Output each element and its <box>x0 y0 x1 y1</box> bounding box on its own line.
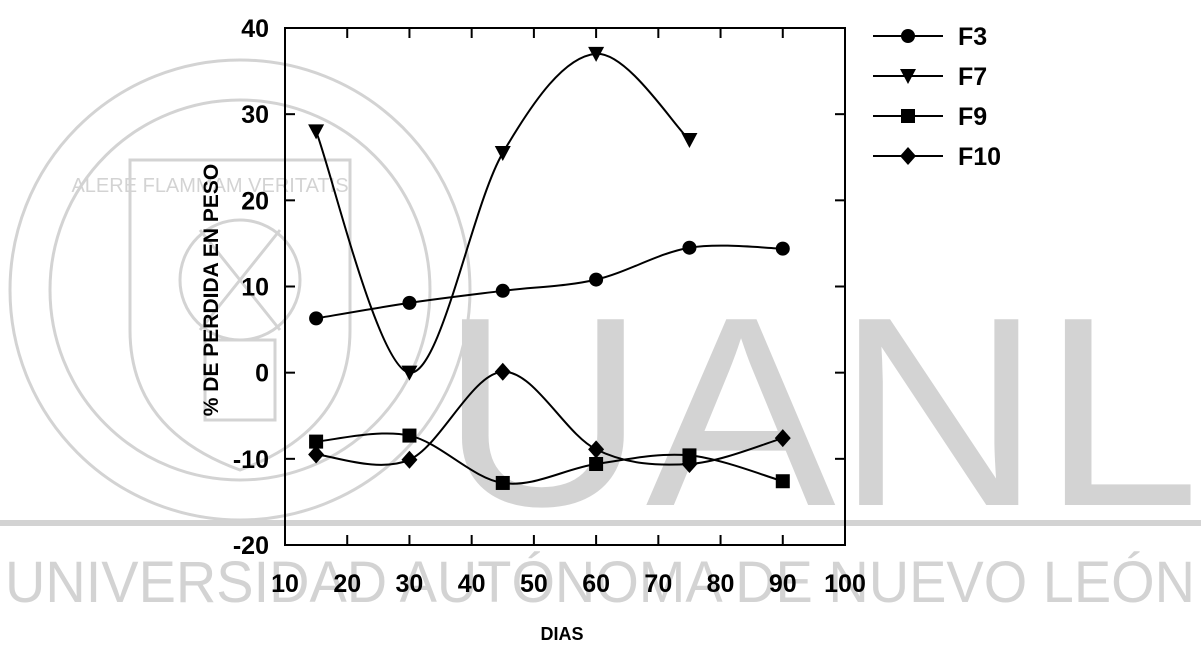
legend-item-f10: F10 <box>873 143 1001 171</box>
y-tick-label: 0 <box>255 360 269 388</box>
legend-marker <box>900 147 916 165</box>
seal-motto: ALERE FLAMMAM VERITATIS <box>71 175 348 197</box>
legend-marker <box>901 109 915 123</box>
y-tick-label: -20 <box>233 532 269 560</box>
series-line-f7 <box>315 52 691 374</box>
legend-label: F10 <box>958 143 1001 171</box>
data-point-f3 <box>402 295 417 310</box>
y-tick-label: 40 <box>241 15 269 43</box>
x-axis-label: DIAS <box>540 624 583 644</box>
x-tick-label: 40 <box>458 570 486 598</box>
x-tick-label: 70 <box>644 570 672 598</box>
data-point-f9 <box>589 457 604 472</box>
data-point-f9 <box>402 428 417 443</box>
data-point-f10 <box>308 445 325 464</box>
legend-label: F7 <box>958 63 987 91</box>
data-point-f3 <box>589 272 604 287</box>
series-f9 <box>309 428 790 490</box>
y-axis-label: % DE PERDIDA EN PESO <box>200 164 223 416</box>
legend-item-f3: F3 <box>873 23 987 51</box>
data-point-f9 <box>775 474 790 489</box>
data-point-f7 <box>494 145 511 161</box>
data-point-f9 <box>309 434 324 449</box>
series-f10 <box>308 362 791 474</box>
legend-item-f9: F9 <box>873 103 987 131</box>
x-tick-label: 90 <box>769 570 797 598</box>
data-point-f7 <box>681 133 698 149</box>
legend-label: F3 <box>958 23 987 51</box>
data-point-f3 <box>682 240 697 255</box>
data-point-f10 <box>494 362 511 381</box>
data-point-f3 <box>495 283 510 298</box>
x-tick-label: 80 <box>707 570 735 598</box>
x-tick-label: 50 <box>520 570 548 598</box>
x-tick-label: 20 <box>333 570 361 598</box>
data-point-f10 <box>588 440 605 459</box>
legend-item-f7: F7 <box>873 63 987 91</box>
data-point-f10 <box>401 450 418 469</box>
data-point-f7 <box>308 124 325 140</box>
x-tick-label: 60 <box>582 570 610 598</box>
series-f3 <box>309 240 790 326</box>
uanl-watermark: ALERE FLAMMAM VERITATIS UANL UNIVERSIDAD… <box>0 58 1201 615</box>
data-point-f3 <box>309 311 324 326</box>
plot-series <box>308 46 791 490</box>
uanl-wordmark: UANL <box>440 262 1200 563</box>
y-tick-label: -10 <box>233 446 269 474</box>
data-point-f10 <box>681 455 698 474</box>
data-point-f7 <box>588 46 605 62</box>
legend-marker <box>900 69 916 84</box>
x-tick-label: 10 <box>271 570 299 598</box>
legend-label: F9 <box>958 103 987 131</box>
watermark-rule <box>0 520 1201 526</box>
plot-axes: 10 20 30 40 50 60 70 80 90 100 -20 -10 0 10 20 30 40 <box>233 15 866 598</box>
data-point-f10 <box>774 429 791 448</box>
y-tick-label: 20 <box>241 187 269 215</box>
data-point-f3 <box>775 241 790 256</box>
legend-marker <box>901 29 915 43</box>
series-f7 <box>308 46 698 381</box>
y-tick-label: 30 <box>241 101 269 129</box>
series-line-f3 <box>315 244 783 320</box>
x-tick-label: 100 <box>824 570 866 598</box>
legend: F3 F7 F9 F10 <box>873 23 1001 171</box>
university-name: UNIVERSIDAD AUTÓNOMA DE NUEVO LEÓN <box>5 550 1195 615</box>
data-point-f9 <box>495 475 510 490</box>
x-tick-label: 30 <box>396 570 424 598</box>
y-tick-label: 10 <box>241 274 269 302</box>
data-point-f7 <box>401 365 418 381</box>
series-line-f9 <box>316 432 784 485</box>
